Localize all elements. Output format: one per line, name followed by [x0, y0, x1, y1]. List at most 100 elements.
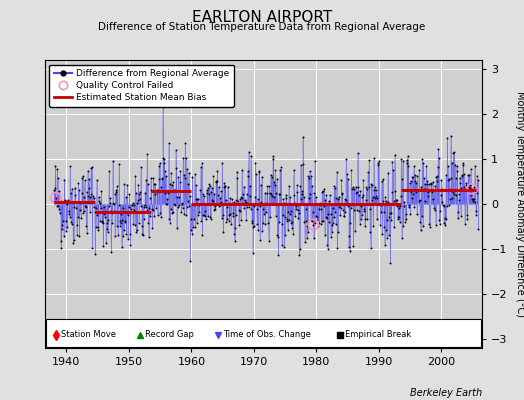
Point	[196, 187, 204, 193]
Point	[313, 214, 321, 220]
Point	[123, 210, 131, 216]
Point	[125, 191, 134, 198]
Point	[143, 206, 151, 213]
Point	[322, 192, 331, 198]
Point	[272, 176, 281, 182]
Point	[168, 182, 176, 189]
Point	[269, 152, 277, 159]
Point	[460, 171, 468, 177]
Point	[67, 190, 75, 196]
Point	[151, 181, 160, 187]
Point	[259, 220, 267, 226]
Point	[111, 233, 119, 240]
Point	[417, 227, 425, 234]
Point	[278, 212, 287, 218]
Point	[245, 204, 254, 210]
Point	[253, 205, 261, 212]
Point	[324, 246, 332, 252]
Point	[442, 203, 451, 209]
Point	[191, 182, 200, 188]
Point	[66, 214, 74, 220]
Point	[434, 155, 443, 161]
Point	[451, 192, 460, 198]
Point	[217, 215, 226, 221]
Point	[182, 212, 190, 218]
Point	[346, 248, 354, 255]
Point	[215, 203, 223, 210]
Point	[147, 186, 156, 193]
Point	[242, 216, 250, 223]
Text: Station Move: Station Move	[61, 330, 116, 339]
Point	[307, 216, 315, 223]
Point	[390, 152, 399, 159]
Point	[88, 164, 96, 170]
Point	[316, 202, 324, 208]
Point	[224, 184, 232, 190]
Point	[394, 216, 402, 222]
Point	[467, 192, 475, 199]
Point	[397, 192, 405, 199]
Point	[225, 212, 234, 218]
Point	[455, 191, 463, 197]
Point	[186, 258, 194, 264]
Point	[424, 189, 433, 196]
Point	[103, 220, 111, 227]
Point	[140, 202, 149, 208]
Point	[206, 216, 215, 222]
Point	[465, 171, 473, 178]
Point	[158, 176, 166, 183]
Point	[182, 204, 191, 211]
Point	[109, 200, 117, 206]
Point	[146, 213, 154, 219]
Point	[261, 209, 270, 215]
Point	[199, 191, 208, 198]
Point	[370, 186, 378, 193]
Point	[358, 193, 366, 200]
Point	[93, 227, 102, 233]
Point	[139, 216, 148, 223]
Point	[60, 176, 69, 183]
Point	[391, 197, 400, 204]
Point	[194, 202, 203, 208]
Point	[350, 186, 358, 192]
Point	[131, 173, 139, 179]
Point	[305, 194, 313, 201]
Point	[438, 186, 446, 192]
Point	[261, 221, 269, 227]
Point	[80, 208, 88, 214]
Point	[159, 155, 168, 162]
Point	[138, 223, 146, 230]
Point	[380, 224, 388, 230]
Point	[106, 208, 115, 215]
Point	[366, 228, 374, 235]
Point	[365, 157, 373, 164]
Point	[189, 216, 198, 222]
Point	[218, 160, 226, 167]
Text: Difference of Station Temperature Data from Regional Average: Difference of Station Temperature Data f…	[99, 22, 425, 32]
Point	[392, 196, 401, 203]
Point	[150, 180, 158, 187]
Point	[458, 160, 467, 166]
Point	[342, 156, 351, 162]
Y-axis label: Monthly Temperature Anomaly Difference (°C): Monthly Temperature Anomaly Difference (…	[515, 91, 524, 317]
Point	[57, 245, 66, 251]
Point	[460, 184, 468, 190]
Point	[364, 169, 372, 175]
Point	[441, 216, 450, 222]
Point	[257, 198, 266, 205]
Point	[373, 215, 381, 222]
Point	[184, 181, 192, 188]
Point	[317, 221, 325, 228]
Point	[404, 163, 412, 169]
Point	[426, 224, 434, 230]
Point	[243, 204, 251, 211]
Point	[454, 197, 463, 204]
Point	[150, 212, 159, 219]
Point	[354, 192, 363, 198]
Point	[107, 249, 115, 256]
Point	[154, 187, 162, 193]
Point	[114, 202, 123, 209]
Point	[196, 164, 205, 170]
Point	[414, 187, 422, 193]
Point	[374, 160, 382, 166]
